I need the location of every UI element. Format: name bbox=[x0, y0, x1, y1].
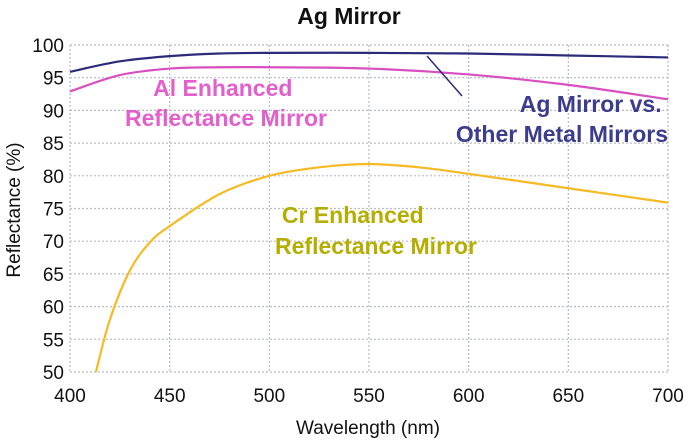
series-lines bbox=[69, 51, 669, 373]
ag-label-leader-line bbox=[426, 55, 463, 97]
y-tick-label: 55 bbox=[43, 330, 64, 351]
cr-label-line-2: Reflectance Mirror bbox=[275, 233, 477, 259]
series-labels: Ag Mirror vs. Other Metal Mirrors Al Enh… bbox=[125, 75, 668, 259]
x-tick-label: 650 bbox=[552, 386, 584, 407]
y-tick-label: 70 bbox=[43, 232, 64, 253]
ag-label-line-1: Ag Mirror vs. bbox=[520, 91, 662, 117]
x-tick-label: 400 bbox=[54, 386, 86, 407]
ag-mirror-line bbox=[69, 51, 669, 73]
al-mirror-line bbox=[69, 65, 669, 101]
y-axis-label: Reflectance (%) bbox=[4, 142, 25, 277]
chart-title: Ag Mirror bbox=[297, 3, 401, 29]
cr-mirror-line bbox=[94, 162, 669, 373]
al-label-line-2: Reflectance Mirror bbox=[125, 105, 327, 131]
grid bbox=[69, 44, 669, 373]
x-tick-label: 550 bbox=[353, 386, 385, 407]
y-tick-labels: 50 55 60 65 70 75 80 85 90 95 100 bbox=[32, 36, 64, 384]
x-tick-label: 450 bbox=[154, 386, 186, 407]
al-label-line-1: Al Enhanced bbox=[153, 75, 292, 101]
x-tick-labels: 400 450 500 550 600 650 700 bbox=[54, 386, 684, 407]
y-tick-label: 95 bbox=[43, 69, 64, 90]
al-series-label: Al Enhanced Reflectance Mirror bbox=[125, 75, 327, 131]
y-tick-label: 85 bbox=[43, 134, 64, 155]
y-tick-label: 75 bbox=[43, 200, 64, 221]
y-tick-label: 80 bbox=[43, 167, 64, 188]
x-axis-label: Wavelength (nm) bbox=[296, 418, 440, 439]
ag-label-line-2: Other Metal Mirrors bbox=[456, 121, 668, 147]
x-tick-label: 600 bbox=[453, 386, 485, 407]
y-tick-label: 50 bbox=[43, 363, 64, 384]
ag-series-label: Ag Mirror vs. Other Metal Mirrors bbox=[456, 91, 668, 147]
y-tick-label: 60 bbox=[43, 298, 64, 319]
cr-label-line-1: Cr Enhanced bbox=[282, 202, 424, 228]
y-tick-label: 65 bbox=[43, 265, 64, 286]
y-tick-label: 90 bbox=[43, 101, 64, 122]
x-tick-label: 700 bbox=[652, 386, 684, 407]
x-tick-label: 500 bbox=[253, 386, 285, 407]
y-tick-label: 100 bbox=[32, 36, 64, 57]
cr-series-label: Cr Enhanced Reflectance Mirror bbox=[275, 202, 477, 259]
